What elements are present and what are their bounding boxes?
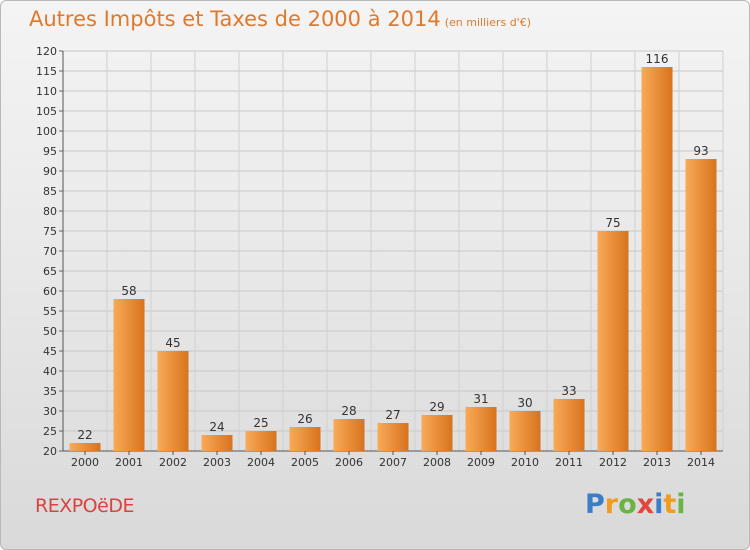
y-tick-label: 25	[43, 425, 57, 438]
commune-name: REXPOëDE	[35, 495, 134, 517]
value-label-2009: 31	[473, 392, 488, 406]
chart-subtitle: (en milliers d'€)	[444, 16, 531, 29]
bar-2006	[333, 419, 365, 451]
value-label-2005: 26	[297, 412, 312, 426]
logo-letter: i	[654, 489, 664, 520]
y-tick-label: 115	[36, 65, 57, 78]
bar-2003	[201, 435, 233, 451]
x-tick-label-2000: 2000	[71, 456, 99, 469]
logo-letter: o	[618, 489, 637, 520]
bar-2013	[641, 67, 673, 451]
y-tick-label: 60	[43, 285, 57, 298]
bar-2009	[465, 407, 497, 451]
y-tick-label: 75	[43, 225, 57, 238]
x-tick-label-2011: 2011	[555, 456, 583, 469]
bar-2008	[421, 415, 453, 451]
value-label-2013: 116	[646, 52, 669, 66]
y-tick-label: 45	[43, 345, 57, 358]
y-tick-label: 20	[43, 445, 57, 458]
chart-title: Autres Impôts et Taxes de 2000 à 2014	[29, 7, 441, 31]
x-tick-label-2010: 2010	[511, 456, 539, 469]
y-tick-label: 65	[43, 265, 57, 278]
x-tick-label-2007: 2007	[379, 456, 407, 469]
bars	[69, 67, 717, 451]
y-tick-label: 80	[43, 205, 57, 218]
value-label-2006: 28	[341, 404, 356, 418]
value-label-2000: 22	[77, 428, 92, 442]
x-tick-label-2001: 2001	[115, 456, 143, 469]
value-label-2004: 25	[253, 416, 268, 430]
logo-letter: r	[604, 489, 619, 520]
logo-letter: P	[585, 489, 605, 520]
labels: 20 25 30 35 40 45 50 55 60 65 70 75 80 85 90 95 100 105 11…	[36, 45, 715, 469]
value-label-2001: 58	[121, 284, 136, 298]
chart-title-line: Autres Impôts et Taxes de 2000 à 2014 (en…	[29, 7, 531, 31]
bar-2004	[245, 431, 277, 451]
y-tick-label: 110	[36, 85, 57, 98]
x-tick-label-2006: 2006	[335, 456, 363, 469]
x-tick-label-2014: 2014	[687, 456, 715, 469]
bar-2011	[553, 399, 585, 451]
proxiti-logo: Proxiti	[585, 489, 686, 520]
y-tick-label: 30	[43, 405, 57, 418]
y-tick-label: 100	[36, 125, 57, 138]
bar-2000	[69, 443, 101, 451]
value-label-2011: 33	[561, 384, 576, 398]
x-tick-label-2004: 2004	[247, 456, 275, 469]
x-tick-label-2009: 2009	[467, 456, 495, 469]
logo-letter: i	[676, 489, 686, 520]
y-tick-label: 105	[36, 105, 57, 118]
bar-2010	[509, 411, 541, 451]
bar-2001	[113, 299, 145, 451]
value-label-2008: 29	[429, 400, 444, 414]
y-tick-label: 95	[43, 145, 57, 158]
x-tick-label-2012: 2012	[599, 456, 627, 469]
y-tick-label: 120	[36, 45, 57, 58]
value-label-2014: 93	[693, 144, 708, 158]
logo-letter: x	[636, 489, 655, 520]
y-tick-label: 35	[43, 385, 57, 398]
value-label-2002: 45	[165, 336, 180, 350]
value-label-2003: 24	[209, 420, 224, 434]
bar-2014	[685, 159, 717, 451]
value-label-2012: 75	[605, 216, 620, 230]
y-tick-label: 70	[43, 245, 57, 258]
y-tick-label: 55	[43, 305, 57, 318]
value-label-2007: 27	[385, 408, 400, 422]
logo-letter: t	[663, 489, 677, 520]
y-tick-label: 50	[43, 325, 57, 338]
value-label-2010: 30	[517, 396, 532, 410]
y-tick-label: 85	[43, 185, 57, 198]
bar-2005	[289, 427, 321, 451]
bar-2002	[157, 351, 189, 451]
x-tick-label-2005: 2005	[291, 456, 319, 469]
y-tick-label: 40	[43, 365, 57, 378]
x-tick-label-2002: 2002	[159, 456, 187, 469]
bar-2012	[597, 231, 629, 451]
y-tick-label: 90	[43, 165, 57, 178]
x-tick-label-2008: 2008	[423, 456, 451, 469]
bar-2007	[377, 423, 409, 451]
x-tick-label-2013: 2013	[643, 456, 671, 469]
x-tick-label-2003: 2003	[203, 456, 231, 469]
